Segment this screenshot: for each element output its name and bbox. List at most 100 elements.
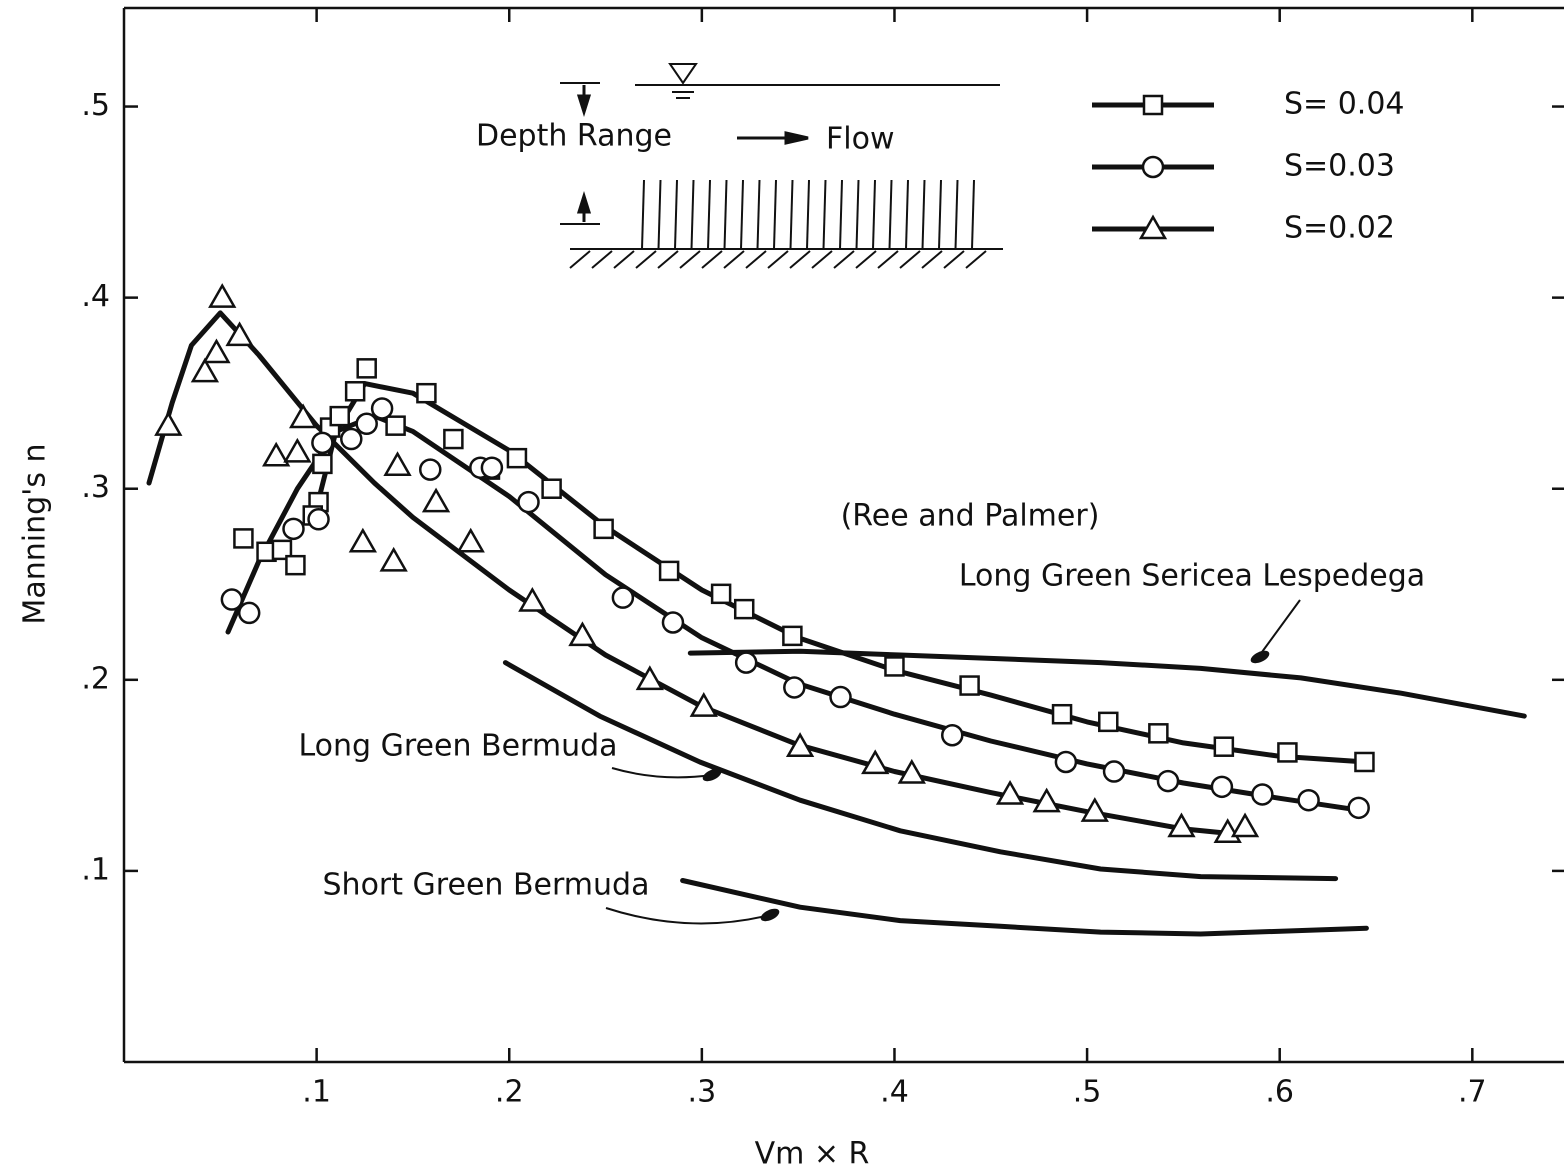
marker-triangle xyxy=(995,779,1025,805)
marker-circle xyxy=(734,651,758,674)
marker-square xyxy=(1051,703,1073,725)
y-tick-label: .5 xyxy=(81,88,110,123)
grass-blade xyxy=(773,179,777,250)
marker-triangle xyxy=(456,527,485,553)
marker-triangle xyxy=(383,451,412,477)
hatch xyxy=(613,250,635,269)
curve xyxy=(502,660,1339,882)
marker-triangle xyxy=(379,546,408,572)
marker-triangle xyxy=(897,758,926,784)
grass-blade xyxy=(921,179,926,250)
marker-square xyxy=(710,583,732,605)
label-pointer xyxy=(611,767,713,779)
grass-blade xyxy=(690,179,695,250)
marker-square xyxy=(1213,736,1235,757)
x-tick-label: .4 xyxy=(880,1075,909,1110)
depth-label: Depth Range xyxy=(476,119,672,154)
marker-circle xyxy=(611,586,635,609)
marker-circle xyxy=(355,412,378,436)
marker-circle xyxy=(220,588,244,611)
marker-square xyxy=(884,656,905,677)
marker-circle xyxy=(370,397,394,420)
marker-triangle xyxy=(288,403,318,429)
hatch xyxy=(767,250,789,269)
marker-triangle xyxy=(1167,812,1196,838)
y-tick-label: .4 xyxy=(81,279,110,314)
marker-square xyxy=(443,428,464,450)
x-tick-label: .6 xyxy=(1265,1075,1294,1110)
depth-arrow xyxy=(576,190,592,222)
marker-square xyxy=(959,675,980,696)
hatch xyxy=(965,250,987,269)
grass-blade xyxy=(888,179,893,250)
hatch xyxy=(811,250,833,269)
grass-blade xyxy=(971,179,975,250)
curve-label: Long Green Sericea Lespedega xyxy=(959,559,1425,594)
marker-triangle xyxy=(1230,812,1260,838)
marker-square xyxy=(344,381,366,402)
inset-diagram: Depth Range Flow xyxy=(476,63,1003,269)
marker-triangle xyxy=(1080,797,1109,822)
grass-blade xyxy=(822,179,827,250)
hatch xyxy=(899,250,921,269)
hatch xyxy=(679,250,701,269)
marker-triangle xyxy=(861,749,890,775)
marker-square xyxy=(593,518,614,540)
marker-square xyxy=(658,560,680,582)
hatch xyxy=(701,250,723,269)
grass-blade xyxy=(674,179,678,250)
marker-circle xyxy=(307,508,330,531)
marker-triangle xyxy=(154,411,183,436)
marker-triangle xyxy=(785,732,815,757)
marker-circle xyxy=(1156,769,1180,793)
marker-circle xyxy=(282,517,305,541)
hatch xyxy=(591,250,613,269)
marker-circle xyxy=(237,601,261,625)
marker-circle xyxy=(419,458,442,481)
marker-square xyxy=(506,447,528,469)
legend-marker xyxy=(1138,214,1168,240)
marker-circle xyxy=(661,611,685,634)
marker-circle xyxy=(1210,775,1234,799)
x-tick-label: .5 xyxy=(1073,1075,1102,1110)
marker-circle xyxy=(829,685,852,709)
marker-circle xyxy=(311,431,334,455)
marker-square xyxy=(385,415,406,436)
y-tick-label: .3 xyxy=(81,470,110,505)
marker-triangle xyxy=(208,283,237,308)
curve xyxy=(687,648,1527,719)
marker-triangle xyxy=(689,692,718,717)
grass-blade xyxy=(756,179,761,250)
marker-square xyxy=(416,382,437,404)
marker-triangle xyxy=(202,338,231,364)
y-tick-label: .2 xyxy=(81,661,110,696)
hatch xyxy=(943,250,965,269)
hatch xyxy=(855,250,877,269)
y-axis-label: Manning's n xyxy=(18,443,53,624)
marker-circle xyxy=(1251,783,1274,806)
marker-square xyxy=(233,528,254,549)
marker-circle xyxy=(517,490,540,514)
curve xyxy=(146,310,1244,838)
marker-square xyxy=(1098,711,1119,733)
marker-square xyxy=(541,478,562,499)
grass-blade xyxy=(806,179,810,250)
marker-square xyxy=(285,554,306,576)
marker-circle xyxy=(941,723,964,747)
hatch xyxy=(921,250,943,269)
grass-blade xyxy=(839,179,843,250)
marker-circle xyxy=(1347,796,1370,820)
hatch xyxy=(745,250,767,269)
marker-triangle xyxy=(225,321,254,347)
grass-blade xyxy=(954,179,959,250)
x-tick-label: .2 xyxy=(495,1075,524,1110)
curve-label: Short Green Bermuda xyxy=(323,868,650,903)
hatch xyxy=(789,250,811,269)
marker-circle xyxy=(340,427,363,451)
label-pointer xyxy=(1261,599,1301,653)
grass-blade xyxy=(855,179,860,250)
marker-triangle xyxy=(568,621,597,647)
annotation: (Ree and Palmer) xyxy=(841,499,1100,534)
grass-blade xyxy=(938,179,942,250)
